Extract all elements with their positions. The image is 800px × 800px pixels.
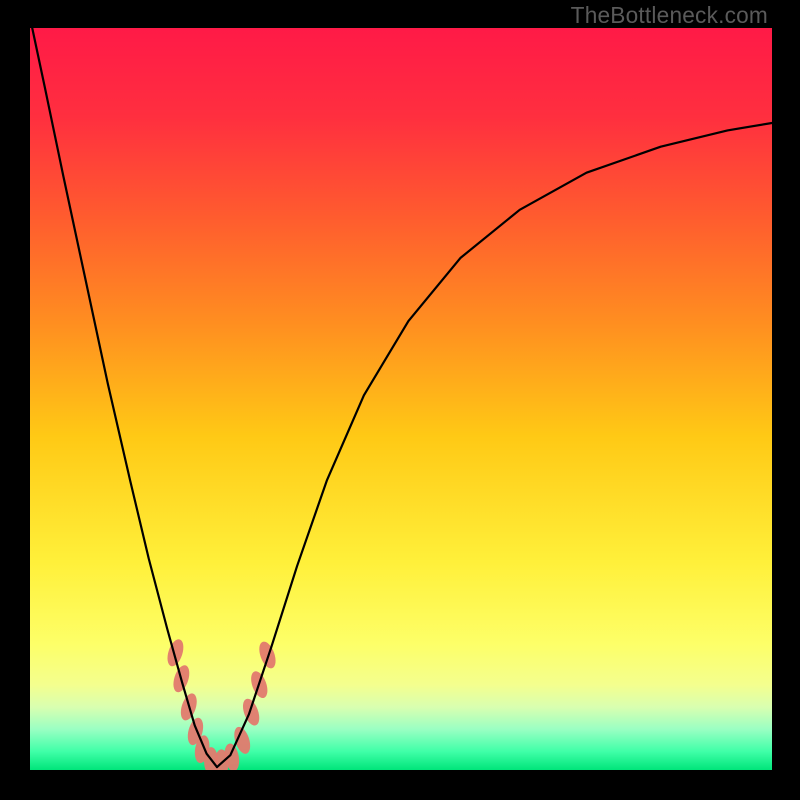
frame-border-right [772,0,800,800]
frame-border-bottom [0,770,800,800]
plot-area [30,28,772,770]
stage: TheBottleneck.com [0,0,800,800]
bottleneck-curve [30,28,772,770]
cluster-marker [256,639,279,670]
cluster-marker [240,697,263,728]
frame-border-left [0,0,30,800]
source-watermark: TheBottleneck.com [571,2,768,29]
cluster-marker [164,637,186,668]
